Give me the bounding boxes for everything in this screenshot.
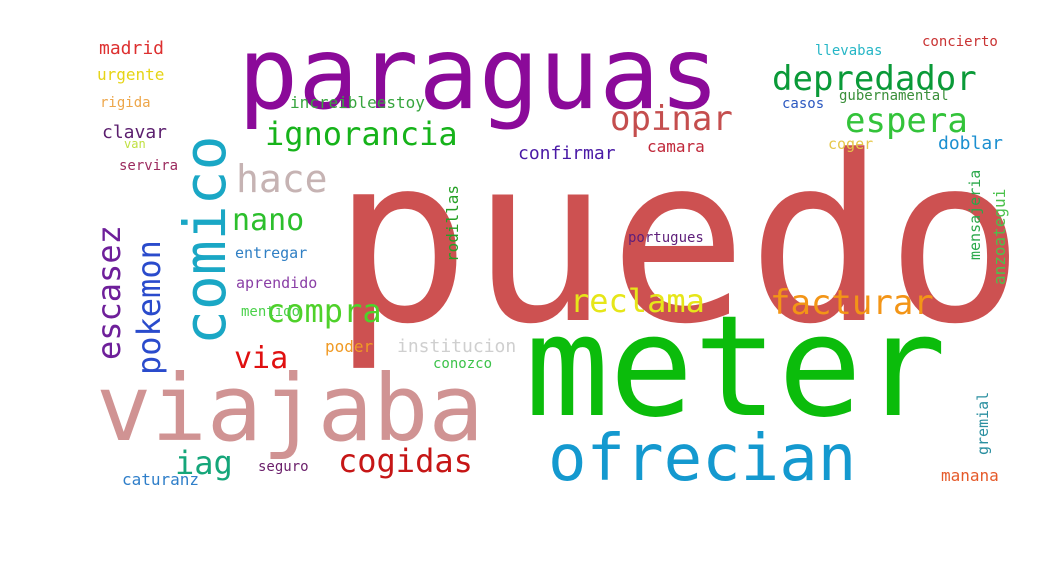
word-comico: comico [171, 135, 239, 345]
word-conozco: conozco [433, 356, 492, 372]
word-camara: camara [647, 137, 705, 156]
word-manana: manana [941, 466, 999, 485]
word-doblar: doblar [938, 133, 1003, 154]
word-escasez: escasez [90, 225, 128, 360]
word-cogidas: cogidas [338, 442, 473, 480]
word-espera: espera [845, 101, 968, 141]
word-casos: casos [782, 96, 824, 112]
word-hace: hace [236, 157, 328, 201]
word-paraguas: paraguas [238, 15, 720, 132]
word-compra: compra [266, 292, 382, 330]
word-servira: servira [119, 158, 178, 174]
word-concierto: concierto [922, 34, 998, 50]
word-mensajeria: mensajeria [966, 170, 984, 260]
word-poder: poder [325, 337, 374, 356]
word-iag: iag [175, 444, 233, 482]
word-van: van [124, 137, 146, 151]
word-reclama: reclama [570, 282, 705, 320]
word-via: via [234, 341, 288, 376]
word-entregar: entregar [235, 244, 307, 262]
word-urgente: urgente [97, 65, 164, 84]
word-opinar: opinar [610, 99, 733, 139]
word-rigida: rigida [100, 95, 151, 111]
word-portugues: portugues [628, 230, 704, 246]
word-anzoategui: anzoategui [990, 189, 1009, 285]
word-madrid: madrid [99, 38, 164, 59]
word-llevabas: llevabas [815, 43, 882, 59]
word-meter: meter [525, 286, 946, 449]
word-caturanz: caturanz [122, 470, 199, 489]
word-rodillas: rodillas [443, 185, 462, 262]
word-mentido: mentido [241, 304, 300, 320]
word-coger: coger [828, 135, 873, 153]
word-viajaba: viajaba [96, 355, 484, 462]
word-ignorancia: ignorancia [265, 115, 458, 153]
word-puedo: puedo [332, 108, 1024, 375]
word-clavar: clavar [102, 122, 167, 143]
word-confirmar: confirmar [518, 143, 616, 164]
word-ofrecian: ofrecian [548, 422, 856, 496]
word-depredador: depredador [772, 59, 977, 99]
word-institucion: institucion [397, 336, 516, 357]
word-gremial: gremial [974, 392, 992, 455]
word-pokemon: pokemon [130, 240, 168, 375]
word-seguro: seguro [258, 459, 309, 475]
word-aprendido: aprendido [236, 274, 317, 292]
word-gubernamental: gubernamental [839, 88, 949, 104]
word-increibleestoy: increibleestoy [290, 93, 425, 112]
word-nano: nano [232, 203, 304, 238]
word-facturar: facturar [770, 283, 934, 323]
